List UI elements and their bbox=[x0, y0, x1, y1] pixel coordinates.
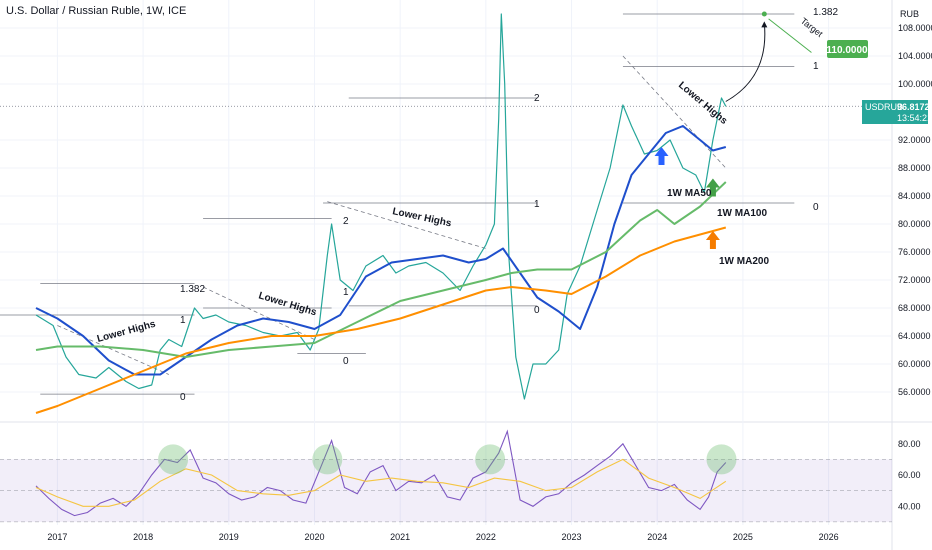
y-tick-label: 68.0000 bbox=[898, 303, 931, 313]
price-badge-countdown: 13:54:21 bbox=[897, 113, 932, 123]
target-point bbox=[761, 11, 767, 17]
series-1w-ma50 bbox=[35, 125, 727, 376]
x-tick-label: 2021 bbox=[390, 532, 410, 542]
svg-text:110.0000: 110.0000 bbox=[826, 45, 868, 56]
x-tick-label: 2026 bbox=[819, 532, 839, 542]
y-tick-label: 76.0000 bbox=[898, 247, 931, 257]
fib-label: 1 bbox=[343, 287, 349, 298]
rsi-band bbox=[0, 459, 892, 523]
annotation-layer bbox=[158, 11, 812, 475]
series-layer bbox=[35, 13, 727, 414]
rsi-highlight-circle bbox=[706, 444, 737, 475]
fib-labels: 1 0 1.382 1 0 2 1 0 2 1 0 1.382 bbox=[180, 7, 838, 403]
y-tick-label: 80.0000 bbox=[898, 219, 931, 229]
x-tick-label: 2023 bbox=[562, 532, 582, 542]
x-tick-label: 2024 bbox=[647, 532, 667, 542]
y-tick-label: 100.0000 bbox=[898, 79, 932, 89]
currency-label: RUB bbox=[900, 9, 919, 19]
y-tick-label: 84.0000 bbox=[898, 191, 931, 201]
y-tick-label: 64.0000 bbox=[898, 331, 931, 341]
y-tick-label: 88.0000 bbox=[898, 163, 931, 173]
target-connector bbox=[768, 18, 812, 53]
rsi-tick-label: 60.00 bbox=[898, 470, 921, 480]
projection-curve bbox=[725, 23, 766, 102]
fib-label: 1 bbox=[813, 61, 819, 72]
series-usdrub bbox=[35, 13, 727, 400]
series-1w-ma200 bbox=[35, 226, 727, 414]
x-tick-label: 2017 bbox=[47, 532, 67, 542]
series-1w-ma100 bbox=[35, 181, 727, 358]
ma50-arrow-icon bbox=[654, 147, 669, 165]
fib-label: 1.382 bbox=[180, 284, 205, 295]
ma200-arrow-icon bbox=[705, 231, 720, 249]
target-badge: 110.0000 bbox=[826, 40, 868, 58]
fib-label: 2 bbox=[343, 216, 349, 227]
y-tick-label: 60.0000 bbox=[898, 359, 931, 369]
y-tick-label: 104.0000 bbox=[898, 51, 932, 61]
fib-levels bbox=[0, 13, 892, 395]
projection-arrowhead-icon bbox=[761, 21, 768, 28]
svg-text:RUB: RUB bbox=[900, 9, 919, 19]
y-tick-label: 108.0000 bbox=[898, 23, 932, 33]
rsi-tick-label: 40.00 bbox=[898, 501, 921, 511]
y-tick-label: 92.0000 bbox=[898, 135, 931, 145]
rsi-highlight-circle bbox=[475, 444, 506, 475]
y-tick-label: 56.0000 bbox=[898, 387, 931, 397]
ma200-label: 1W MA200 bbox=[719, 256, 769, 267]
target-label: Target bbox=[799, 16, 825, 40]
fib-label: 1 bbox=[534, 199, 540, 210]
rsi-highlight-circle bbox=[312, 444, 343, 475]
lower-highs-label: Lower Highs bbox=[257, 290, 318, 318]
rsi-tick-label: 80.00 bbox=[898, 439, 921, 449]
lower-highs-labels: Lower Highs Lower Highs Lower Highs Lowe… bbox=[96, 80, 730, 345]
rsi-layer bbox=[35, 429, 727, 517]
ma-labels: 1W MA50 1W MA100 1W MA200 bbox=[667, 188, 769, 267]
price-badge-value: 96.8172 bbox=[897, 102, 930, 112]
fib-label: 0 bbox=[813, 202, 819, 213]
lower-highs-label: Lower Highs bbox=[676, 80, 729, 127]
rsi-series-rsi-based-ma bbox=[35, 458, 727, 507]
x-tick-label: 2025 bbox=[733, 532, 753, 542]
lower-highs-trendline bbox=[57, 325, 169, 375]
chart-title: U.S. Dollar / Russian Ruble, 1W, ICE bbox=[6, 5, 187, 17]
fib-label: 0 bbox=[180, 392, 186, 403]
x-tick-label: 2020 bbox=[304, 532, 324, 542]
lower-highs-trendline bbox=[622, 55, 727, 169]
ma100-label: 1W MA100 bbox=[717, 208, 767, 219]
ma50-label: 1W MA50 bbox=[667, 188, 712, 199]
fib-label: 0 bbox=[343, 356, 349, 367]
fib-label: 0 bbox=[534, 305, 540, 316]
price-badge[interactable]: USDRUB 96.8172 13:54:21 bbox=[862, 100, 932, 124]
x-tick-label: 2022 bbox=[476, 532, 496, 542]
lower-highs-label: Lower Highs bbox=[96, 319, 157, 345]
rsi-highlight-circle bbox=[158, 444, 189, 475]
axes: 56.000060.000064.000068.000072.000076.00… bbox=[47, 23, 932, 542]
fib-label: 1 bbox=[180, 315, 186, 326]
x-tick-label: 2018 bbox=[133, 532, 153, 542]
fib-label: 1.382 bbox=[813, 7, 838, 18]
x-tick-label: 2019 bbox=[219, 532, 239, 542]
y-tick-label: 72.0000 bbox=[898, 275, 931, 285]
ma100-arrow-icon bbox=[705, 178, 720, 197]
price-badge-symbol: USDRUB bbox=[865, 102, 903, 112]
fib-label: 2 bbox=[534, 93, 540, 104]
